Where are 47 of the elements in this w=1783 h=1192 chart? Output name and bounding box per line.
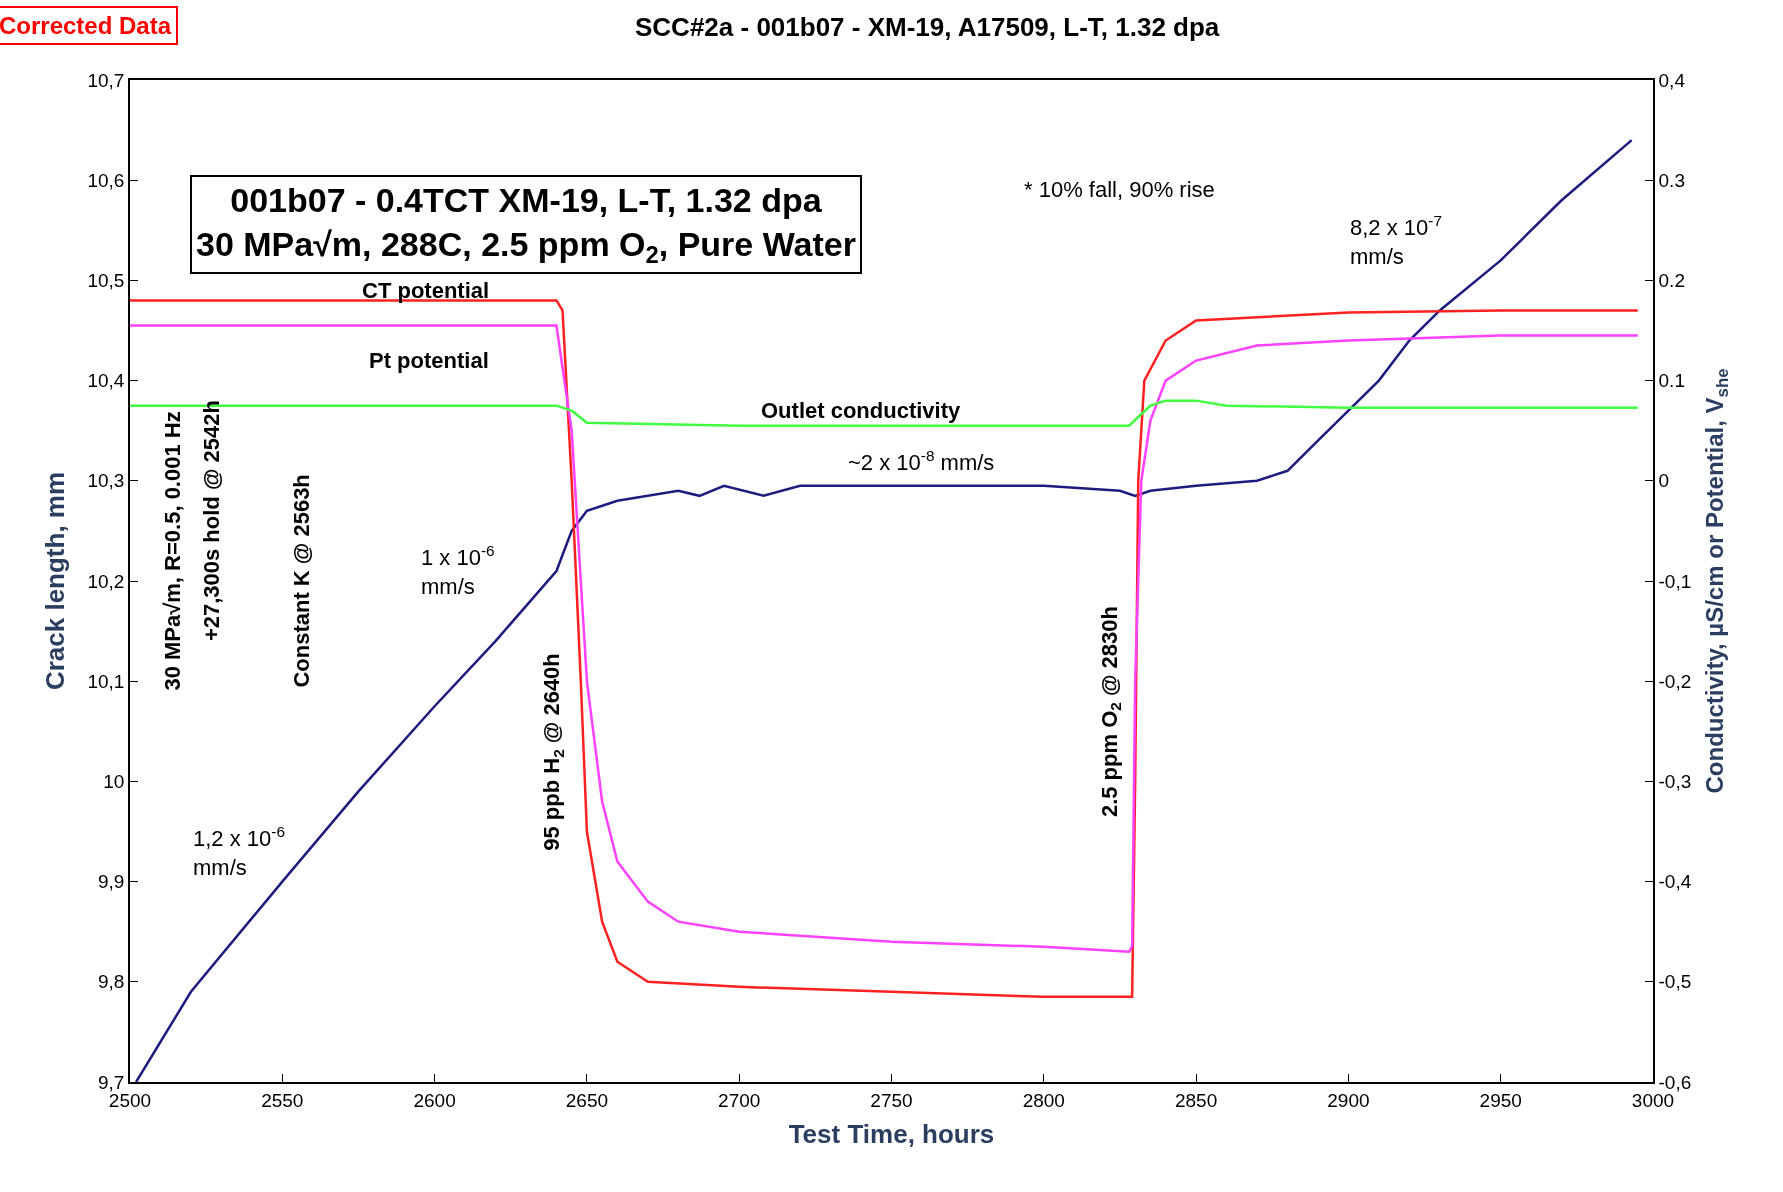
y2-tick-label: -0,5 [1658, 971, 1692, 993]
x-tick-label: 2950 [1479, 1089, 1522, 1111]
y-tick-label: 9,8 [98, 971, 125, 993]
y-tick-label: 10,6 [87, 169, 125, 191]
chart-title: SCC#2a - 001b07 - XM-19, A17509, L-T, 1.32 dpa [635, 12, 1220, 43]
y-tick-label: 9,9 [98, 871, 125, 893]
annotation: Outlet conductivity [761, 398, 961, 423]
annotation: 1 x 10$^{-6}$ mm/s [421, 542, 495, 599]
x-tick-label: 2550 [261, 1089, 304, 1111]
y-tick-label: 10,3 [87, 470, 125, 492]
y-tick-label: 10,5 [87, 270, 125, 292]
annotation: ~2 x 10$^{-8}$ mm/s [848, 447, 995, 476]
y-tick-label: 10,4 [87, 370, 125, 392]
x-axis-title: Test Time, hours [788, 1118, 995, 1149]
annotation: Constant K @ 2563h [288, 474, 314, 688]
y2-tick-label: 0,4 [1658, 69, 1686, 91]
y2-tick-label: 0.3 [1658, 169, 1685, 191]
text: 8,2 x 10$^{-7}$ mm/s [1350, 212, 1442, 269]
x-tick-label: 2750 [870, 1089, 913, 1111]
text: Corrected Data [0, 12, 172, 39]
annotation: CT potential [362, 278, 490, 303]
x-tick-label: 2850 [1174, 1089, 1218, 1111]
y-tick-label: 10 [103, 771, 125, 793]
x-tick-label: 2900 [1327, 1089, 1370, 1111]
annotation: Pt potential [369, 348, 489, 373]
text: 1,2 x 10$^{-6}$ mm/s [193, 823, 285, 880]
y2-tick-label: -0,4 [1658, 871, 1692, 893]
y2-tick-label: 0.2 [1658, 270, 1685, 292]
y2-tick-label: -0,1 [1658, 570, 1692, 592]
y-tick-label: 10,2 [87, 570, 125, 592]
y-tick-label: 10,1 [87, 670, 125, 692]
x-tick-label: 2800 [1022, 1089, 1065, 1111]
x-tick-label: 2650 [565, 1089, 609, 1111]
y-tick-label: 9,7 [98, 1071, 125, 1093]
annotation: * 10% fall, 90% rise [1024, 177, 1215, 202]
annotation: 30 MPa√m, R=0.5, 0.001 Hz [159, 411, 185, 691]
y-axis-title: Crack length, mm [40, 471, 71, 691]
x-tick-label: 2700 [718, 1089, 761, 1111]
y2-tick-label: -0,3 [1658, 771, 1692, 793]
y2-tick-label: 0 [1658, 470, 1670, 492]
line-series [134, 138, 1633, 1082]
annotation: +27,300s hold @ 2542h [199, 400, 225, 642]
y2-tick-label: 0.1 [1658, 370, 1685, 392]
annotation: 001b07 - 0.4TCT XM-19, L-T, 1.32 dpa 30 MPa√m, 288C, 2.5 ppm O$_{2}$, Pure Water [196, 181, 856, 269]
y-tick-label: 10,7 [87, 69, 125, 91]
x-tick-label: 2600 [413, 1089, 456, 1111]
y2-tick-label: -0,2 [1658, 670, 1692, 692]
